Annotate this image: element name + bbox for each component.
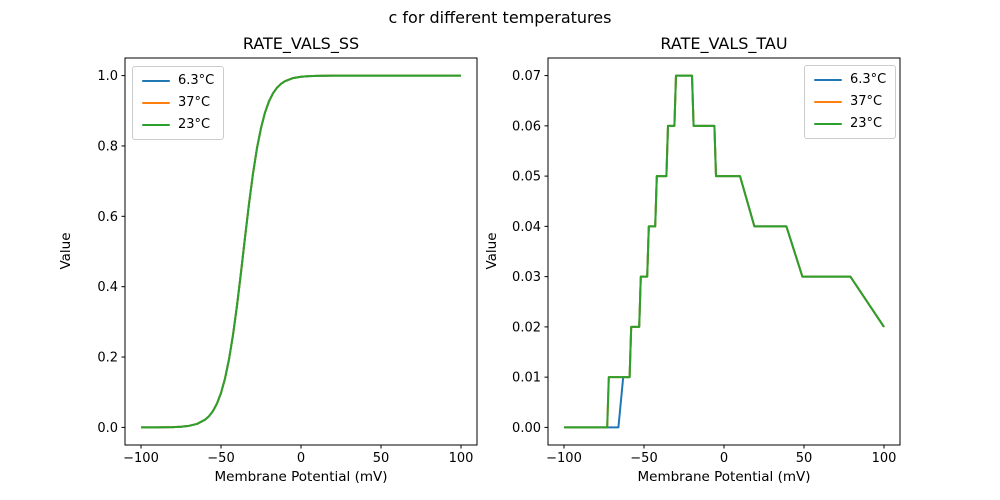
- legend-line-sample-orange: [142, 101, 170, 105]
- legend-entry: 37°C: [814, 93, 886, 111]
- legend-label: 37°C: [850, 94, 883, 109]
- legend-line-sample-blue: [814, 78, 842, 82]
- legend-line-sample-orange: [814, 100, 842, 104]
- legend-entry: 23°C: [142, 116, 214, 134]
- legend-label: 23°C: [850, 116, 883, 131]
- tau-plot-frame: [547, 57, 901, 446]
- tau-y-tick-label: 0.03: [512, 270, 541, 285]
- ss-x-tick-label: −100: [123, 451, 159, 466]
- ss-x-tick-label: 100: [449, 451, 474, 466]
- legend-entry: 23°C: [814, 115, 886, 133]
- ss-plot-title: RATE_VALS_SS: [242, 34, 360, 53]
- ss-x-tick-label: 0: [297, 451, 305, 466]
- tau-x-tick-label: 50: [796, 451, 813, 466]
- legend-line-sample-green: [814, 122, 842, 126]
- tau-x-tick-label: −50: [630, 451, 657, 466]
- ss-legend: 6.3°C 37°C 23°C: [132, 66, 225, 140]
- legend-label: 23°C: [178, 117, 211, 132]
- legend-label: 6.3°C: [178, 73, 215, 88]
- tau-y-tick-label: 0.01: [512, 371, 541, 386]
- tau-y-tick-label: 0.06: [512, 119, 541, 134]
- ss-x-tick-label: 50: [373, 451, 390, 466]
- tau-yaxis-label: Value: [484, 232, 500, 270]
- legend-label: 6.3°C: [850, 72, 887, 87]
- tau-y-tick-label: 0.04: [512, 220, 541, 235]
- legend-entry: 37°C: [142, 94, 214, 112]
- ss-x-tick-label: −50: [207, 451, 234, 466]
- tau-y-tick-label: 0.07: [512, 69, 541, 84]
- ss-y-tick-label: 0.0: [97, 421, 118, 436]
- legend-entry: 6.3°C: [814, 71, 886, 89]
- legend-label: 37°C: [178, 95, 211, 110]
- tau-legend: 6.3°C 37°C 23°C: [804, 65, 897, 139]
- tau-x-tick-label: −100: [546, 451, 582, 466]
- tau-x-tick-label: 100: [872, 451, 897, 466]
- legend-line-sample-blue: [142, 79, 170, 83]
- figure-title: c for different temperatures: [388, 8, 612, 27]
- ss-xaxis-label: Membrane Potential (mV): [214, 469, 388, 485]
- tau-y-tick-label: 0.00: [512, 421, 541, 436]
- ss-y-tick-label: 0.2: [97, 351, 118, 366]
- ss-yaxis-label: Value: [58, 232, 74, 270]
- ss-y-tick-label: 0.4: [97, 280, 118, 295]
- tau-plot-title: RATE_VALS_TAU: [660, 34, 788, 53]
- tau-x-tick-label: 0: [720, 451, 728, 466]
- ss-series-line-2: [140, 74, 461, 429]
- ss-y-tick-label: 0.8: [97, 139, 118, 154]
- tau-y-tick-label: 0.05: [512, 170, 541, 185]
- ss-y-tick-label: 0.6: [97, 210, 118, 225]
- tau-xaxis-label: Membrane Potential (mV): [637, 469, 811, 485]
- legend-entry: 6.3°C: [142, 72, 214, 90]
- ss-plot-frame: [124, 57, 478, 446]
- tau-y-tick-label: 0.02: [512, 320, 541, 335]
- ss-y-tick-label: 1.0: [97, 69, 118, 84]
- tau-series-line-2: [564, 74, 885, 429]
- legend-line-sample-green: [142, 123, 170, 127]
